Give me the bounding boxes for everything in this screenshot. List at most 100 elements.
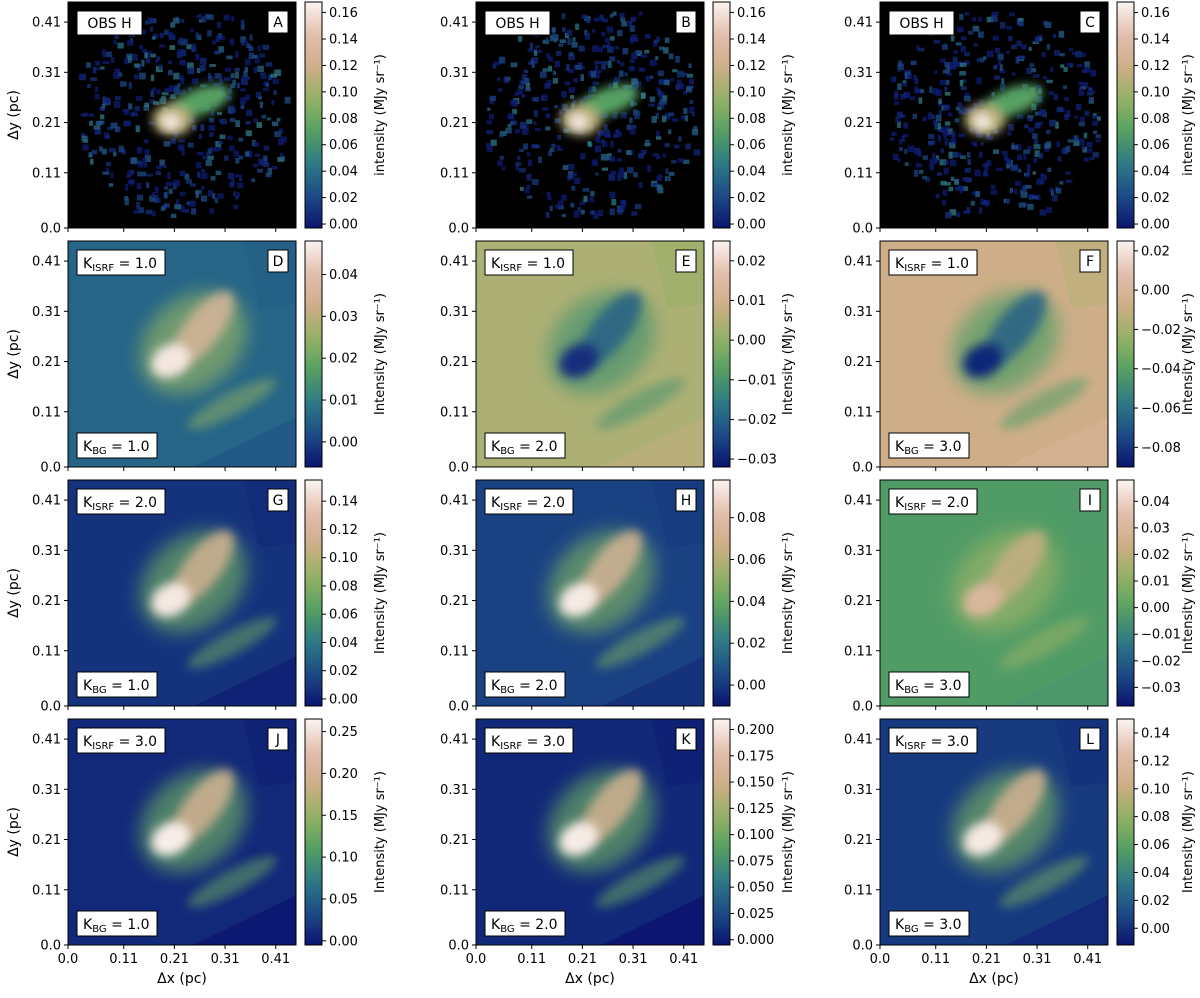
obs-noise-cell (229, 38, 235, 45)
obs-noise-cell (1031, 68, 1037, 73)
obs-noise-cell (1084, 110, 1090, 116)
obs-noise-cell (139, 72, 146, 80)
obs-noise-cell (1078, 121, 1085, 127)
obs-noise-cell (169, 85, 175, 92)
colorbar-tick-label: 0.20 (329, 767, 358, 782)
obs-noise-cell (159, 98, 167, 105)
obs-noise-cell (163, 141, 171, 147)
k-bg-box (484, 432, 566, 459)
obs-noise-cell (128, 179, 135, 183)
obs-noise-cell (1059, 53, 1065, 57)
obs-noise-cell (498, 88, 503, 92)
obs-noise-cell (258, 96, 262, 100)
obs-noise-cell (595, 172, 599, 176)
panel-letter: H (681, 493, 692, 509)
obs-noise-cell (527, 48, 534, 52)
colorbar-label: Intensity (MJy sr⁻¹) (373, 771, 388, 893)
obs-noise-cell (505, 127, 512, 134)
colorbar-tick-label: 0.00 (329, 435, 358, 450)
obs-noise-cell (172, 17, 180, 24)
obs-label: OBS H (495, 16, 539, 32)
y-tick-label: 0.11 (844, 883, 873, 898)
obs-noise-cell (1096, 116, 1101, 121)
obs-noise-cell (510, 99, 516, 106)
obs-noise-cell (209, 63, 216, 68)
obs-noise-cell (1044, 145, 1049, 152)
obs-noise-cell (914, 86, 918, 91)
obs-noise-cell (595, 72, 600, 79)
obs-noise-cell (512, 108, 517, 115)
obs-noise-cell (245, 94, 251, 101)
y-tick-label: 0.31 (844, 544, 873, 559)
obs-noise-cell (1032, 171, 1036, 175)
obs-noise-cell (127, 170, 134, 176)
obs-noise-cell (215, 35, 220, 43)
obs-noise-cell (158, 63, 163, 70)
obs-noise-cell (80, 132, 86, 138)
colorbar-label: Intensity (MJy sr⁻¹) (373, 532, 388, 654)
obs-noise-cell (510, 121, 516, 126)
obs-noise-cell (526, 119, 533, 124)
obs-noise-cell (943, 160, 949, 165)
obs-noise-cell (662, 153, 666, 158)
obs-noise-cell (200, 168, 206, 173)
obs-noise-cell (253, 142, 260, 147)
cloud-arm (999, 617, 1089, 669)
obs-noise-cell (999, 21, 1006, 29)
obs-noise-cell (897, 83, 902, 91)
obs-noise-cell (638, 11, 643, 16)
obs-noise-cell (672, 118, 679, 122)
k-isrf-label: KISRF = 1.0 (895, 256, 969, 274)
obs-noise-cell (197, 152, 204, 156)
obs-noise-cell (196, 13, 202, 19)
obs-noise-cell (917, 150, 922, 157)
obs-noise-cell (1001, 78, 1005, 86)
obs-noise-cell (89, 120, 94, 126)
obs-noise-cell (976, 134, 983, 138)
obs-noise-cell (893, 90, 899, 97)
obs-noise-cell (939, 159, 947, 166)
obs-noise-cell (1073, 140, 1080, 147)
obs-noise-cell (218, 77, 223, 85)
colorbar-tick-label: 0.02 (329, 352, 358, 367)
obs-noise-cell (1078, 138, 1085, 146)
obs-noise-cell (657, 89, 662, 96)
obs-noise-cell (938, 110, 943, 116)
obs-noise-cell (136, 146, 143, 154)
obs-noise-cell (159, 159, 166, 167)
obs-noise-cell (942, 189, 948, 196)
k-isrf-box (888, 488, 978, 515)
obs-noise-cell (902, 82, 908, 87)
obs-noise-cell (177, 48, 185, 56)
y-axis-label: Δy (pc) (6, 807, 22, 857)
obs-noise-cell (525, 83, 531, 90)
colorbar-gradient (304, 1, 323, 229)
obs-noise-cell (588, 197, 594, 203)
cloud-filament (171, 291, 235, 367)
obs-noise-cell (541, 107, 549, 111)
panel-H: 0.0 0.11 0.21 0.31 0.41 H KISRF = 2.0 KBG = 2.0… (440, 479, 796, 715)
obs-noise-cell (661, 115, 667, 123)
obs-noise-cell (129, 180, 134, 186)
obs-noise-cell (959, 187, 963, 194)
k-isrf-label: KISRF = 2.0 (895, 495, 969, 513)
cloud-arm (595, 617, 685, 669)
obs-noise-cell (1058, 30, 1065, 38)
y-tick-label: 0.41 (32, 16, 61, 31)
obs-noise-cell (656, 136, 662, 140)
x-tick-label: 0.0 (466, 952, 487, 967)
y-tick-label: 0.11 (440, 644, 469, 659)
obs-noise-cell (594, 64, 599, 70)
colorbar-tick-label: 0.10 (329, 551, 358, 566)
obs-noise-cell (634, 203, 642, 210)
colorbar-tick-label: 0.025 (737, 907, 774, 922)
obs-noise-cell (944, 211, 952, 219)
panel-J: 0.0 0.11 0.21 0.31 0.41 0.0 0.11 0.21 0.31 0.41 Δy… (6, 718, 388, 987)
colorbar-gradient (712, 718, 731, 946)
obs-noise-cell (616, 60, 621, 64)
obs-noise-cell (533, 51, 538, 56)
obs-noise-cell (87, 83, 91, 88)
obs-noise-cell (944, 43, 948, 49)
obs-noise-cell (629, 117, 633, 124)
obs-noise-cell (683, 107, 688, 114)
